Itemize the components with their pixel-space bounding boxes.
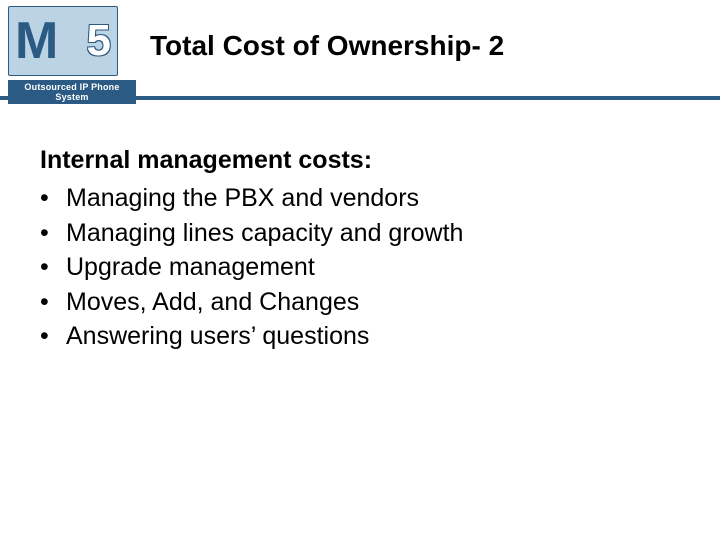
list-item: • Moves, Add, and Changes (40, 285, 680, 320)
bullet-text: Answering users’ questions (66, 319, 680, 354)
bullet-text: Managing the PBX and vendors (66, 181, 680, 216)
logo-letter-m: M (15, 15, 58, 67)
bullet-icon: • (40, 250, 66, 285)
list-item: • Managing lines capacity and growth (40, 216, 680, 251)
body-subhead: Internal management costs: (40, 146, 680, 175)
bullet-text: Moves, Add, and Changes (66, 285, 680, 320)
slide-title: Total Cost of Ownership- 2 (150, 30, 504, 62)
bullet-icon: • (40, 319, 66, 354)
logo-box: M 5 (8, 6, 118, 76)
bullet-text: Upgrade management (66, 250, 680, 285)
bullet-icon: • (40, 285, 66, 320)
bullet-icon: • (40, 181, 66, 216)
logo-tagline: Outsourced IP Phone System (8, 80, 136, 104)
bullet-icon: • (40, 216, 66, 251)
slide: M 5 Outsourced IP Phone System Total Cos… (0, 0, 720, 540)
list-item: • Answering users’ questions (40, 319, 680, 354)
list-item: • Managing the PBX and vendors (40, 181, 680, 216)
logo: M 5 Outsourced IP Phone System (8, 6, 136, 104)
slide-header: M 5 Outsourced IP Phone System Total Cos… (0, 0, 720, 100)
bullet-text: Managing lines capacity and growth (66, 216, 680, 251)
slide-body: Internal management costs: • Managing th… (40, 146, 680, 354)
logo-digit-5: 5 (87, 19, 111, 63)
list-item: • Upgrade management (40, 250, 680, 285)
